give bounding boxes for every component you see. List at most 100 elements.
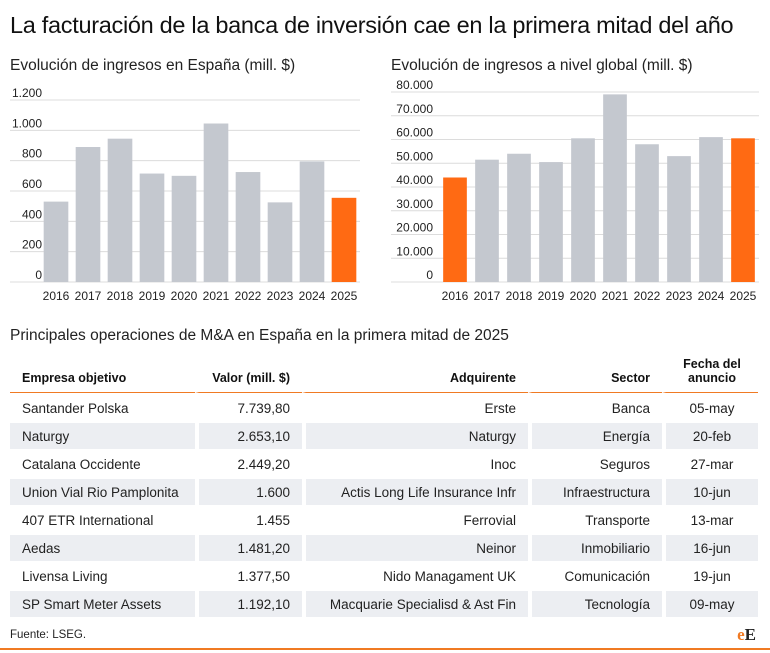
x-tick-label: 2021	[602, 289, 629, 303]
cell-sector: Infraestructura	[528, 477, 662, 505]
cell-value: 2.653,10	[195, 421, 302, 449]
bar-2025	[331, 197, 357, 282]
table-row: Naturgy 2.653,10 Naturgy Energía 20-feb	[10, 421, 758, 449]
x-tick-label: 2022	[235, 289, 262, 303]
y-tick-label: 70.000	[396, 102, 433, 116]
x-tick-label: 2017	[474, 289, 501, 303]
y-tick-label: 60.000	[396, 126, 433, 140]
y-tick-label: 80.000	[396, 78, 433, 92]
bar-2022	[235, 172, 261, 282]
cell-acquirer: Macquarie Specialisd & Ast Fin	[302, 589, 528, 617]
x-tick-label: 2020	[171, 289, 198, 303]
cell-company: 407 ETR International	[10, 505, 195, 533]
cell-date: 09-may	[662, 589, 758, 617]
source-note: Fuente: LSEG.	[10, 629, 87, 641]
table-row: Aedas 1.481,20 Neinor Inmobiliario 16-jun	[10, 533, 758, 561]
bar-2018	[107, 138, 133, 282]
bar-chart-spain: 0 200 400 600 800 1.000 1.200 2016 2017 2018 2019 2…	[10, 86, 360, 303]
x-tick-label: 2024	[698, 289, 725, 303]
cell-acquirer: Naturgy	[302, 421, 528, 449]
x-tick-label: 2017	[75, 289, 102, 303]
x-tick-label: 2024	[299, 289, 326, 303]
bar-2016	[43, 201, 69, 282]
x-tick-label: 2023	[267, 289, 294, 303]
x-tick-label: 2025	[331, 289, 358, 303]
bar-2018	[507, 153, 531, 282]
cell-company: Livensa Living	[10, 561, 195, 589]
y-tick-label: 600	[22, 177, 42, 191]
logo-letter-e: e	[737, 625, 745, 644]
mna-table: Empresa objetivo Valor (mill. $) Adquire…	[10, 357, 758, 617]
y-tick-label: 20.000	[396, 221, 433, 235]
cell-company: Santander Polska	[10, 393, 195, 421]
bar-2023	[667, 156, 691, 282]
cell-acquirer: Inoc	[302, 449, 528, 477]
x-tick-label: 2022	[634, 289, 661, 303]
cell-value: 1.192,10	[195, 589, 302, 617]
table-row: Catalana Occidente 2.449,20 Inoc Seguros 27-…	[10, 449, 758, 477]
cell-date: 16-jun	[662, 533, 758, 561]
cell-acquirer: Actis Long Life Insurance Infr	[302, 477, 528, 505]
bar-2016	[443, 177, 467, 282]
cell-acquirer: Nido Managament UK	[302, 561, 528, 589]
bar-2024	[699, 137, 723, 282]
bar-2020	[571, 138, 595, 282]
cell-sector: Seguros	[528, 449, 662, 477]
cell-acquirer: Ferrovial	[302, 505, 528, 533]
y-tick-label: 1.000	[12, 116, 42, 130]
bar-2021	[203, 123, 229, 282]
y-tick-label: 200	[22, 238, 42, 252]
y-tick-label: 40.000	[396, 173, 433, 187]
cell-company: Union Vial Rio Pamplonita	[10, 477, 195, 505]
cell-company: Aedas	[10, 533, 195, 561]
y-tick-label: 30.000	[396, 197, 433, 211]
cell-sector: Tecnología	[528, 589, 662, 617]
bar-chart-global: 0 10.000 20.000 30.000 40.000 50.000 60.000 70.…	[391, 78, 759, 303]
bar-2020	[171, 175, 197, 282]
table-row: Santander Polska 7.739,80 Erste Banca 05-may	[10, 393, 758, 421]
table-title: Principales operaciones de M&A en España…	[10, 327, 509, 344]
cell-company: SP Smart Meter Assets	[10, 589, 195, 617]
chart-title-spain: Evolución de ingresos en España (mill. $…	[10, 57, 296, 74]
cell-date: 20-feb	[662, 421, 758, 449]
x-tick-label: 2021	[203, 289, 230, 303]
cell-sector: Inmobiliario	[528, 533, 662, 561]
x-tick-label: 2018	[506, 289, 533, 303]
bar-2024	[299, 161, 325, 282]
cell-date: 10-jun	[662, 477, 758, 505]
y-tick-label: 400	[22, 207, 42, 221]
bar-2023	[267, 202, 293, 282]
logo-letter-E: E	[744, 625, 756, 644]
x-tick-label: 2016	[43, 289, 70, 303]
header-acquirer: Adquirente	[302, 357, 528, 393]
page-title: La facturación de la banca de inversión …	[10, 12, 734, 38]
bar-2022	[635, 144, 659, 282]
header-date-line2: anuncio	[688, 371, 736, 385]
cell-value: 2.449,20	[195, 449, 302, 477]
cell-date: 19-jun	[662, 561, 758, 589]
x-tick-label: 2025	[730, 289, 757, 303]
bar-2017	[75, 147, 101, 282]
x-tick-label: 2019	[538, 289, 565, 303]
header-sector: Sector	[528, 357, 662, 393]
cell-company: Naturgy	[10, 421, 195, 449]
table-row: 407 ETR International 1.455 Ferrovial Trans…	[10, 505, 758, 533]
logo: eE	[737, 625, 756, 645]
cell-acquirer: Erste	[302, 393, 528, 421]
bottom-rule	[0, 648, 770, 650]
y-tick-label: 0	[35, 268, 42, 282]
bar-2019	[539, 162, 563, 282]
bar-2025	[731, 138, 755, 282]
cell-sector: Banca	[528, 393, 662, 421]
bar-2021	[603, 94, 627, 282]
table-header-row: Empresa objetivo Valor (mill. $) Adquire…	[10, 357, 758, 393]
bar-2019	[139, 173, 165, 282]
cell-value: 1.455	[195, 505, 302, 533]
y-tick-label: 10.000	[396, 244, 433, 258]
header-date-line1: Fecha del	[683, 357, 741, 371]
cell-value: 1.600	[195, 477, 302, 505]
cell-value: 1.377,50	[195, 561, 302, 589]
cell-sector: Energía	[528, 421, 662, 449]
cell-value: 7.739,80	[195, 393, 302, 421]
cell-date: 05-may	[662, 393, 758, 421]
